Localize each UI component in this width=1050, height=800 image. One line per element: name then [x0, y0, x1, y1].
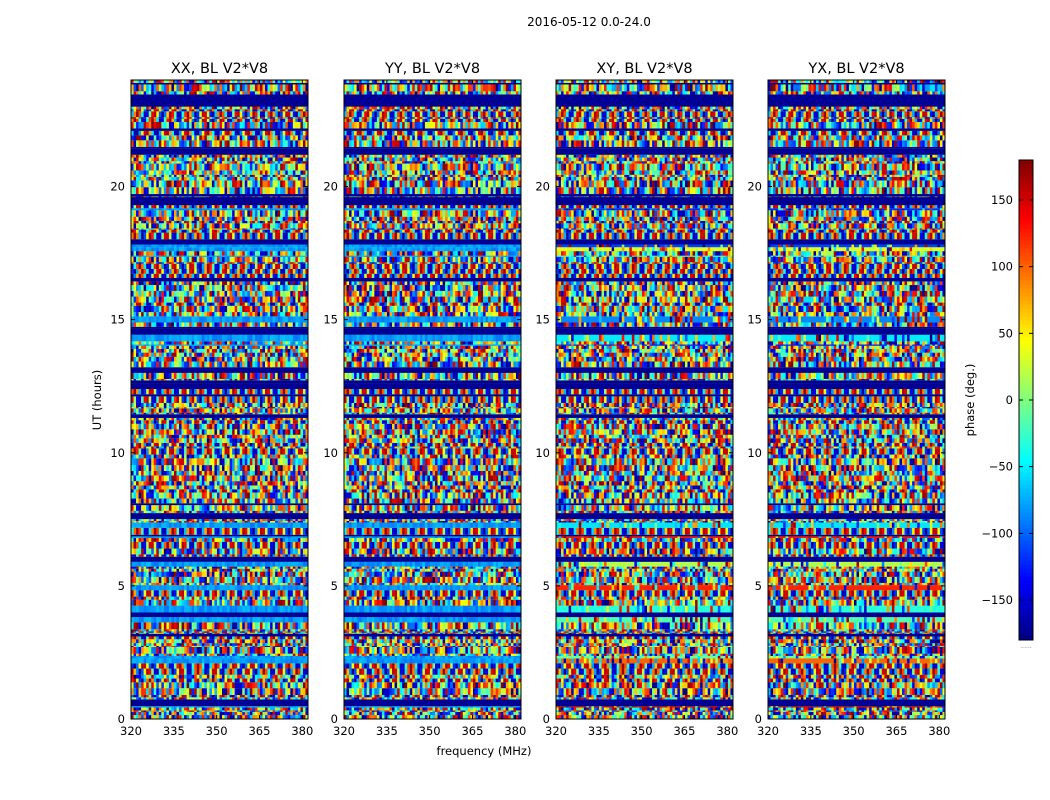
x-tick-label: 380	[291, 724, 313, 738]
panel-yy: YY, BL V2*V8 320 335 350 365 380 0 5 10 15 20	[323, 61, 526, 738]
plot-frame	[130, 79, 309, 720]
y-tick-label: 10	[323, 446, 338, 460]
colorbar: −150 −100 −50 0 50 100 150	[981, 159, 1034, 641]
x-tick-label: 380	[716, 724, 738, 738]
y-tick-label: 20	[535, 180, 550, 194]
x-tick-label: 350	[419, 724, 441, 738]
x-tick-label: 350	[843, 724, 865, 738]
x-tick-label: 365	[885, 724, 907, 738]
y-tick-label: 0	[118, 712, 125, 726]
panel-xy: XY, BL V2*V8 320 335 350 365 380 0 5 10 15 20	[535, 61, 738, 738]
colorbar-tick-label: 100	[991, 260, 1013, 274]
y-tick-label: 20	[110, 180, 125, 194]
heatmap-mesh	[344, 80, 521, 719]
y-tick-label: 15	[323, 313, 338, 327]
y-tick-label: 0	[755, 712, 762, 726]
panel-title: XX, BL V2*V8	[171, 61, 268, 77]
y-tick-label: 20	[747, 180, 762, 194]
x-axis-label: frequency (MHz)	[437, 744, 532, 758]
colorbar-footnote: ......	[1020, 643, 1032, 650]
y-tick-label: 15	[110, 313, 125, 327]
y-tick-label: 0	[543, 712, 550, 726]
colorbar-tick-label: −100	[981, 526, 1013, 540]
panel-title: XY, BL V2*V8	[596, 61, 692, 77]
x-tick-label: 380	[928, 724, 950, 738]
x-tick-label: 365	[461, 724, 483, 738]
colorbar-tick-label: 0	[1006, 393, 1013, 407]
x-tick-label: 320	[757, 724, 779, 738]
panel-yx: YX, BL V2*V8 320 335 350 365 380 0 5 10 15 20	[747, 61, 950, 738]
panel-title: YX, BL V2*V8	[807, 61, 904, 77]
colorbar-tick-label: −50	[989, 460, 1013, 474]
colorbar-tick-label: −150	[981, 593, 1013, 607]
y-tick-label: 5	[118, 579, 125, 593]
y-tick-label: 15	[747, 313, 762, 327]
plot-frame	[343, 79, 522, 720]
y-axis-label: UT (hours)	[90, 370, 104, 430]
x-tick-label: 350	[206, 724, 228, 738]
heatmap-mesh	[556, 80, 733, 719]
colorbar-label: phase (deg.)	[963, 364, 977, 437]
panel-title: YY, BL V2*V8	[384, 61, 480, 77]
heatmap-mesh	[131, 80, 308, 719]
panel-xx: XX, BL V2*V8 320 335 350 365 380 0 5 10 15 20	[110, 61, 313, 738]
colorbar-tick-label: 50	[998, 326, 1013, 340]
x-tick-label: 335	[376, 724, 398, 738]
x-tick-label: 335	[588, 724, 610, 738]
x-tick-label: 320	[333, 724, 355, 738]
y-tick-label: 10	[747, 446, 762, 460]
y-tick-label: 15	[535, 313, 550, 327]
y-tick-label: 20	[323, 180, 338, 194]
y-tick-label: 5	[331, 579, 338, 593]
x-tick-label: 320	[545, 724, 567, 738]
y-tick-label: 10	[110, 446, 125, 460]
x-tick-label: 350	[631, 724, 653, 738]
x-tick-label: 365	[248, 724, 270, 738]
x-tick-label: 335	[800, 724, 822, 738]
plot-frame	[555, 79, 734, 720]
y-tick-label: 5	[543, 579, 550, 593]
colorbar-tick-label: 150	[991, 193, 1013, 207]
x-tick-label: 380	[504, 724, 526, 738]
x-tick-label: 320	[120, 724, 142, 738]
y-tick-label: 10	[535, 446, 550, 460]
y-tick-label: 0	[331, 712, 338, 726]
y-tick-label: 5	[755, 579, 762, 593]
figure-suptitle: 2016-05-12 0.0-24.0	[527, 15, 651, 29]
x-tick-label: 335	[163, 724, 185, 738]
plot-frame	[767, 79, 946, 720]
heatmap-mesh	[768, 80, 945, 719]
x-tick-label: 365	[673, 724, 695, 738]
